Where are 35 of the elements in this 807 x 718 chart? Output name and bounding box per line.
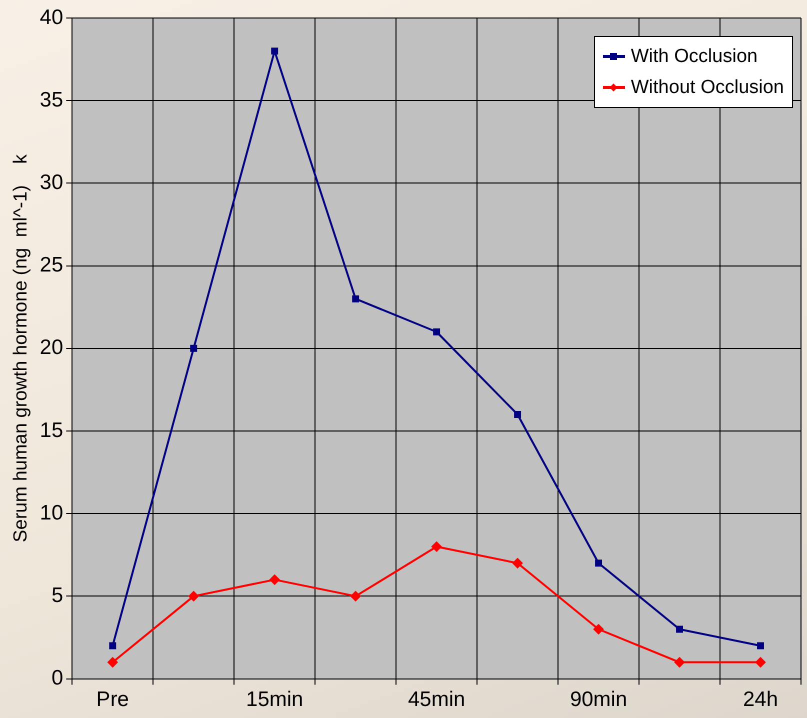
point bbox=[595, 560, 602, 567]
x-tick-label: Pre bbox=[96, 688, 129, 712]
y-tick-label: 25 bbox=[40, 254, 64, 277]
x-tick-label: 90min bbox=[570, 688, 628, 712]
point bbox=[674, 657, 685, 668]
x-tick-label: 24h bbox=[742, 688, 778, 712]
y-tick-label: 40 bbox=[40, 6, 64, 29]
y-tick-label: 15 bbox=[40, 418, 64, 442]
point bbox=[757, 642, 764, 650]
point bbox=[514, 411, 522, 418]
x-tick-label: 15min bbox=[246, 688, 304, 712]
legend-label: Without Occlusion bbox=[630, 76, 784, 98]
point bbox=[350, 591, 361, 602]
point bbox=[676, 626, 683, 633]
y-axis-title: Serum human growth hormone (ng ml^-1) k bbox=[10, 154, 32, 542]
x-tick-label: 45min bbox=[408, 688, 466, 712]
point bbox=[756, 657, 766, 668]
point bbox=[512, 558, 523, 568]
y-tick-label: 35 bbox=[40, 88, 64, 112]
point bbox=[108, 657, 118, 668]
point bbox=[271, 48, 278, 55]
point bbox=[188, 591, 199, 602]
y-tick-label: 10 bbox=[40, 501, 64, 524]
point bbox=[594, 624, 604, 634]
point bbox=[352, 295, 360, 302]
y-tick-label: 0 bbox=[51, 666, 64, 690]
point bbox=[190, 344, 198, 352]
point bbox=[109, 642, 116, 650]
y-tick-label: 20 bbox=[40, 336, 64, 360]
y-tick-label: 5 bbox=[51, 584, 64, 607]
legend-label: With Occlusion bbox=[630, 46, 758, 68]
point bbox=[433, 328, 440, 336]
y-tick-label: 30 bbox=[40, 170, 64, 194]
point bbox=[432, 542, 442, 552]
point bbox=[270, 574, 280, 585]
